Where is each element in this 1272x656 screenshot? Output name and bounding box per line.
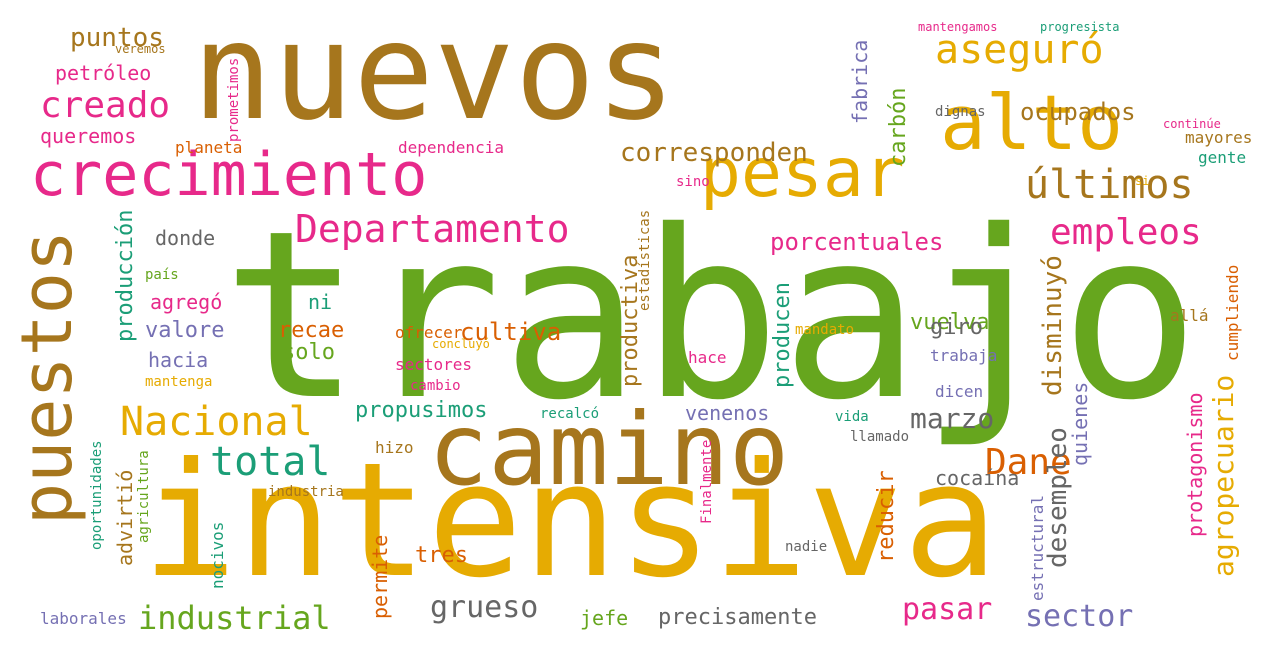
word-sectores: sectores: [395, 355, 473, 374]
word-si: si: [1135, 174, 1150, 188]
word-agropecuario: agropecuario: [1207, 374, 1240, 577]
word-nocivos: nocivos: [208, 521, 227, 589]
word-donde: donde: [155, 226, 216, 250]
word-finalmente: Finalmente: [699, 439, 715, 524]
word-ocupados: ocupados: [1020, 98, 1136, 126]
word-queremos: queremos: [40, 124, 137, 148]
word-prometimos: prometimos: [226, 57, 242, 142]
word-productiva: productiva: [618, 254, 643, 387]
word-aseguro: aseguró: [935, 27, 1104, 73]
word-hizo: hizo: [375, 438, 414, 457]
word-trabajo: trabajo: [222, 181, 1200, 451]
word-reducir: reducir: [874, 470, 899, 563]
word-carbon: carbón: [886, 87, 911, 167]
word-marzo: marzo: [910, 402, 995, 435]
word-cumpliendo: cumpliendo: [1223, 264, 1242, 361]
word-sector: sector: [1025, 599, 1134, 634]
word-jefe: jefe: [580, 606, 629, 630]
word-grueso: grueso: [430, 590, 539, 625]
word-solo: solo: [282, 340, 335, 365]
word-venenos: venenos: [685, 401, 770, 425]
word-corresponden: corresponden: [620, 138, 808, 168]
word-empleos: empleos: [1050, 212, 1202, 253]
word-porcentuales: porcentuales: [770, 228, 944, 256]
word-industria: industria: [268, 484, 344, 500]
word-continue: continúe: [1163, 117, 1221, 131]
word-agrego: agregó: [150, 290, 223, 314]
word-concluyo: concluyó: [432, 337, 490, 351]
word-hace: hace: [688, 348, 727, 367]
word-puntos: puntos: [70, 23, 164, 53]
word-nadie: nadie: [785, 539, 828, 555]
word-pesar: pesar: [700, 134, 905, 213]
word-llamado: llamado: [850, 429, 910, 445]
word-petroleo: petróleo: [55, 61, 152, 85]
word-alla: allá: [1170, 306, 1209, 325]
word-dane: Dane: [985, 442, 1072, 483]
word-vida: vida: [835, 409, 869, 425]
word-giro: giro: [930, 315, 983, 340]
word-disminuyo: disminuyó: [1038, 255, 1068, 396]
word-cocaina: cocaína: [935, 466, 1020, 490]
word-fabrica: fabrica: [848, 39, 872, 124]
word-planeta: planeta: [175, 138, 243, 157]
word-pais: país: [145, 267, 179, 283]
word-mayores: mayores: [1185, 128, 1253, 147]
word-nuevos: nuevos: [192, 0, 677, 150]
word-nacional: Nacional: [120, 399, 313, 445]
word-pasar: pasar: [902, 592, 993, 627]
word-producen: producen: [770, 282, 795, 388]
word-total: total: [210, 439, 331, 485]
word-precisamente: precisamente: [658, 605, 817, 630]
word-recalco: recalcó: [540, 406, 600, 422]
word-propusimos: propusimos: [355, 398, 488, 423]
word-laborales: laborales: [40, 609, 127, 628]
word-estructural: estructural: [1028, 495, 1047, 601]
word-progresista: progresista: [1040, 20, 1120, 34]
word-quienes: quienes: [1068, 381, 1092, 466]
word-agricultura: agricultura: [136, 450, 152, 543]
word-valore: valore: [145, 318, 225, 343]
word-protagonismo: protagonismo: [1183, 392, 1207, 538]
word-ni: ni: [308, 290, 333, 314]
word-mandato: mandato: [795, 322, 855, 338]
word-cambio: cambio: [410, 378, 461, 394]
word-alto: alto: [940, 78, 1124, 167]
word-ofrecer: ofrecer: [395, 323, 463, 342]
word-camino: camino: [428, 391, 790, 508]
word-sino: sino: [676, 174, 710, 190]
word-trabaja: trabaja: [930, 346, 998, 365]
word-desempleo: desempleo: [1043, 427, 1073, 568]
word-intensiva: intensiva: [142, 429, 999, 613]
word-mantengamos: mantengamos: [918, 20, 998, 34]
word-permite: permite: [368, 534, 392, 619]
word-veremos: veremos: [115, 42, 166, 56]
word-industrial: industrial: [138, 599, 331, 637]
word-cultiva: cultiva: [460, 318, 562, 346]
word-dignas: dignas: [935, 104, 986, 120]
word-produccion: producción: [113, 209, 138, 342]
word-recae: recae: [278, 318, 345, 343]
word-mantenga: mantenga: [145, 374, 213, 390]
word-tres: tres: [415, 543, 468, 568]
word-vuelva: vuelva: [910, 310, 990, 335]
word-advirtio: advirtió: [113, 469, 137, 566]
word-dependencia: dependencia: [398, 138, 504, 157]
word-creado: creado: [40, 85, 171, 126]
word-gente: gente: [1198, 148, 1247, 167]
word-oportunidades: oportunidades: [89, 440, 105, 550]
word-ultimos: últimos: [1025, 162, 1194, 208]
word-hacia: hacia: [148, 348, 209, 372]
word-dicen: dicen: [935, 382, 984, 401]
word-crecimiento: crecimiento: [30, 140, 428, 210]
word-puestos: puestos: [6, 229, 88, 525]
word-departamento: Departamento: [295, 207, 570, 251]
